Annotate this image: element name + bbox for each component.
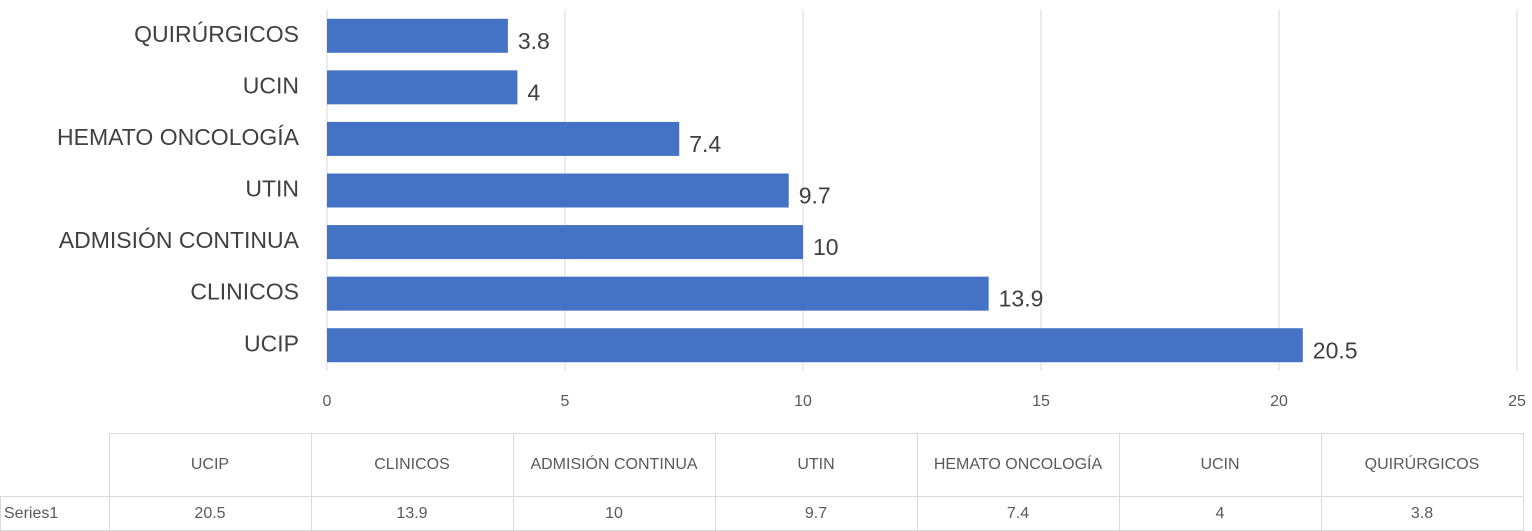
y-tick-label: CLINICOS [190, 279, 299, 305]
data-label: 9.7 [799, 183, 831, 209]
x-tick-label: 20 [1270, 393, 1288, 410]
table-value: 3.8 [1320, 496, 1524, 531]
data-table: UCIP CLINICOS ADMISIÓN CONTINUA UTIN HEMATO … [0, 433, 1524, 531]
corner-cell [0, 433, 110, 497]
x-tick-label: 5 [561, 393, 570, 410]
table-value: 7.4 [916, 496, 1120, 531]
table-row: Series1 20.5 13.9 10 9.7 7.4 4 3.8 [0, 496, 1524, 531]
x-tick-label: 10 [794, 393, 812, 410]
table-value: 10 [512, 496, 716, 531]
bar [327, 173, 789, 208]
table-value: 4 [1118, 496, 1322, 531]
y-tick-label: ADMISIÓN CONTINUA [59, 227, 300, 253]
data-label: 7.4 [689, 131, 721, 157]
y-tick-label: HEMATO ONCOLOGÍA [57, 124, 300, 150]
bar [327, 70, 518, 105]
data-label: 10 [813, 234, 839, 260]
y-tick-label: UTIN [245, 176, 299, 202]
y-tick-label: UCIP [244, 330, 299, 356]
table-value: 13.9 [310, 496, 514, 531]
bar [327, 328, 1303, 363]
table-category: UCIN [1118, 433, 1322, 497]
bar [327, 276, 989, 311]
table-header: UCIP CLINICOS ADMISIÓN CONTINUA UTIN HEMATO … [0, 433, 1524, 497]
series-name: Series1 [0, 496, 110, 531]
bar [327, 18, 508, 53]
table-category: QUIRÚRGICOS [1320, 433, 1524, 497]
table-category: UCIP [108, 433, 312, 497]
data-label: 4 [527, 79, 540, 105]
table-category: CLINICOS [310, 433, 514, 497]
table-value: 9.7 [714, 496, 918, 531]
y-tick-label: QUIRÚRGICOS [134, 21, 299, 47]
x-tick-label: 0 [323, 393, 332, 410]
x-tick-label: 15 [1032, 393, 1050, 410]
bar [327, 225, 803, 260]
bar [327, 121, 680, 156]
data-label: 20.5 [1313, 337, 1358, 363]
table-value: 20.5 [108, 496, 312, 531]
data-label: 3.8 [518, 28, 550, 54]
table-category: UTIN [714, 433, 918, 497]
y-tick-label: UCIN [243, 72, 299, 98]
data-label: 13.9 [999, 286, 1044, 312]
chart: 0 5 10 15 20 25 UCIP 20.5 CLINICOS 13.9 ADMISIÓN C… [57, 10, 1526, 410]
table-category: ADMISIÓN CONTINUA [512, 433, 716, 497]
x-tick-label: 25 [1508, 393, 1526, 410]
table-category: HEMATO ONCOLOGÍA [916, 433, 1120, 497]
